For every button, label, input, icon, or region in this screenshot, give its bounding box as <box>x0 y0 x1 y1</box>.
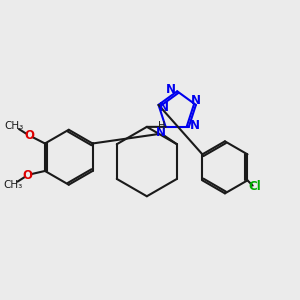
Text: N: N <box>156 126 166 139</box>
Text: Cl: Cl <box>248 180 261 193</box>
Text: N: N <box>190 119 200 132</box>
Text: N: N <box>159 101 169 114</box>
Text: CH₃: CH₃ <box>3 180 22 190</box>
Text: N: N <box>166 83 176 96</box>
Text: O: O <box>24 129 34 142</box>
Text: O: O <box>22 169 33 182</box>
Text: CH₃: CH₃ <box>4 121 24 131</box>
Text: H: H <box>158 121 166 131</box>
Text: N: N <box>191 94 201 107</box>
